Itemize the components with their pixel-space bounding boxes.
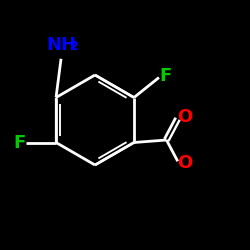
Text: NH: NH <box>46 36 76 54</box>
Text: F: F <box>13 134 25 152</box>
Text: O: O <box>177 154 192 172</box>
Text: 2: 2 <box>70 40 79 52</box>
Text: O: O <box>177 108 192 126</box>
Text: F: F <box>159 67 171 85</box>
